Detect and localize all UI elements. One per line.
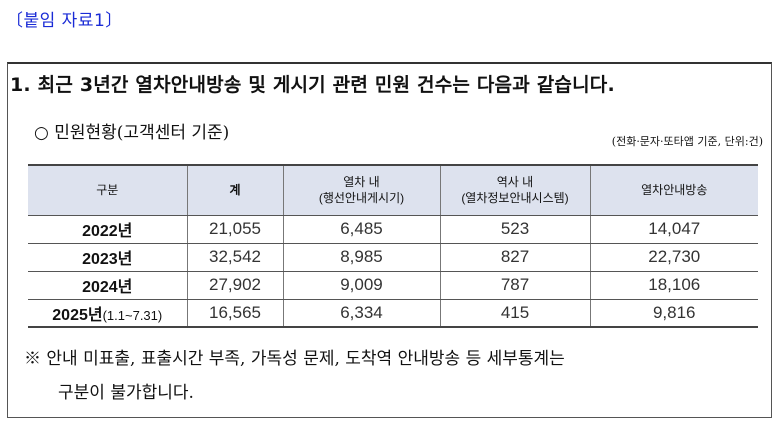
header-station: 역사 내 (열차정보안내시스템) [439,164,590,216]
cell-total: 27,902 [186,271,283,300]
cell-year: 2024년 [28,271,187,300]
cell-train: 9,009 [282,271,440,300]
table-header-row: 구분 계 열차 내 (행선안내게시기) 역사 내 (열차정보안내시스템) 열차안내방… [28,164,758,216]
content-box: 1. 최근 3년간 열차안내방송 및 게시기 관련 민원 건수는 다음과 같습니… [7,62,772,418]
cell-station: 523 [439,215,590,244]
cell-broadcast: 14,047 [589,215,758,244]
cell-train: 6,334 [282,299,440,328]
table-row: 2023년 32,542 8,985 827 22,730 [28,243,758,272]
header-category: 구분 [28,164,187,216]
cell-total: 16,565 [186,299,283,328]
cell-train: 6,485 [282,215,440,244]
complaints-table: 구분 계 열차 내 (행선안내게시기) 역사 내 (열차정보안내시스템) 열차안내방… [28,164,758,328]
cell-station: 415 [439,299,590,328]
unit-note: (전화·문자·또타앱 기준, 단위:건) [611,135,763,148]
attachment-label: 〔붙임 자료1〕 [6,11,123,31]
cell-broadcast: 18,106 [589,271,758,300]
cell-total: 21,055 [186,215,283,244]
cell-station: 787 [439,271,590,300]
header-broadcast: 열차안내방송 [589,164,758,216]
footnote: ※ 안내 미표출, 표출시간 부족, 가독성 문제, 도착역 안내방송 등 세부… [24,342,565,410]
cell-year: 2023년 [28,243,187,272]
header-total: 계 [186,164,283,216]
heading: 1. 최근 3년간 열차안내방송 및 게시기 관련 민원 건수는 다음과 같습니… [10,74,615,96]
cell-station: 827 [439,243,590,272]
cell-year: 2025년(1.1~7.31) [28,299,187,328]
table-row: 2024년 27,902 9,009 787 18,106 [28,271,758,300]
cell-train: 8,985 [282,243,440,272]
subheading: ○ 민원현황(고객센터 기준) [34,123,230,143]
cell-total: 32,542 [186,243,283,272]
footnote-line-2: 구분이 불가합니다. [58,383,194,403]
cell-year: 2022년 [28,215,187,244]
table-row: 2025년(1.1~7.31) 16,565 6,334 415 9,816 [28,299,758,328]
cell-broadcast: 9,816 [589,299,758,328]
footnote-line-1: ※ 안내 미표출, 표출시간 부족, 가독성 문제, 도착역 안내방송 등 세부… [24,349,565,369]
table-row: 2022년 21,055 6,485 523 14,047 [28,215,758,244]
header-train: 열차 내 (행선안내게시기) [282,164,440,216]
cell-broadcast: 22,730 [589,243,758,272]
